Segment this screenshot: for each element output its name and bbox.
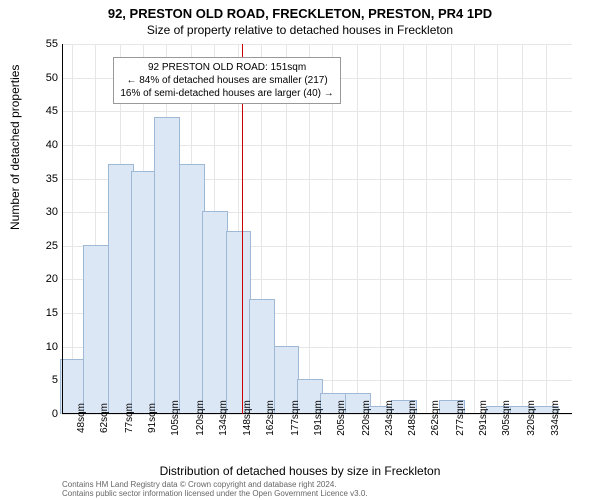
histogram-bar bbox=[202, 211, 228, 414]
y-tick-label: 40 bbox=[28, 139, 58, 151]
x-tick-label: 120sqm bbox=[195, 400, 206, 436]
y-tick-label: 55 bbox=[28, 38, 58, 50]
y-tick-label: 5 bbox=[28, 374, 58, 386]
x-tick-label: 134sqm bbox=[218, 400, 229, 436]
x-tick-label: 177sqm bbox=[290, 400, 301, 436]
y-tick-label: 35 bbox=[28, 173, 58, 185]
histogram-bar bbox=[226, 231, 252, 414]
x-tick-label: 48sqm bbox=[76, 403, 87, 433]
x-tick-label: 234sqm bbox=[384, 400, 395, 436]
y-tick-label: 0 bbox=[28, 408, 58, 420]
y-tick-label: 25 bbox=[28, 240, 58, 252]
histogram-bar bbox=[131, 171, 157, 414]
y-tick-label: 20 bbox=[28, 273, 58, 285]
x-tick-label: 248sqm bbox=[407, 400, 418, 436]
x-tick-label: 162sqm bbox=[265, 400, 276, 436]
histogram-bar bbox=[249, 299, 275, 414]
x-tick-label: 62sqm bbox=[99, 403, 110, 433]
annotation-box: 92 PRESTON OLD ROAD: 151sqm← 84% of deta… bbox=[113, 57, 340, 104]
x-axis-label: Distribution of detached houses by size … bbox=[0, 464, 600, 478]
x-tick-label: 77sqm bbox=[124, 403, 135, 433]
chart-title-desc: Size of property relative to detached ho… bbox=[0, 23, 600, 37]
histogram-bar bbox=[83, 245, 109, 414]
x-tick-label: 277sqm bbox=[455, 400, 466, 436]
footer-copyright-2: Contains public sector information licen… bbox=[62, 489, 368, 498]
annotation-line: 16% of semi-detached houses are larger (… bbox=[120, 87, 333, 100]
histogram-bar bbox=[179, 164, 205, 414]
x-tick-label: 220sqm bbox=[361, 400, 372, 436]
x-tick-label: 291sqm bbox=[478, 400, 489, 436]
y-axis-label: Number of detached properties bbox=[8, 65, 22, 230]
y-tick-label: 30 bbox=[28, 206, 58, 218]
x-tick-label: 262sqm bbox=[430, 400, 441, 436]
plot-area: 92 PRESTON OLD ROAD: 151sqm← 84% of deta… bbox=[62, 44, 572, 414]
x-tick-label: 91sqm bbox=[147, 403, 158, 433]
x-tick-label: 191sqm bbox=[313, 400, 324, 436]
histogram-bar bbox=[154, 117, 180, 414]
annotation-line: ← 84% of detached houses are smaller (21… bbox=[120, 74, 333, 87]
x-tick-label: 148sqm bbox=[242, 400, 253, 436]
footer-copyright-1: Contains HM Land Registry data © Crown c… bbox=[62, 480, 337, 489]
histogram-bar bbox=[108, 164, 134, 414]
y-tick-label: 15 bbox=[28, 307, 58, 319]
x-tick-label: 334sqm bbox=[550, 400, 561, 436]
x-tick-label: 105sqm bbox=[170, 400, 181, 436]
y-tick-label: 50 bbox=[28, 72, 58, 84]
y-tick-label: 45 bbox=[28, 105, 58, 117]
x-tick-label: 305sqm bbox=[501, 400, 512, 436]
y-tick-label: 10 bbox=[28, 341, 58, 353]
x-tick-label: 205sqm bbox=[336, 400, 347, 436]
chart-title-address: 92, PRESTON OLD ROAD, FRECKLETON, PRESTO… bbox=[0, 6, 600, 21]
annotation-line: 92 PRESTON OLD ROAD: 151sqm bbox=[120, 61, 333, 74]
x-tick-label: 320sqm bbox=[526, 400, 537, 436]
